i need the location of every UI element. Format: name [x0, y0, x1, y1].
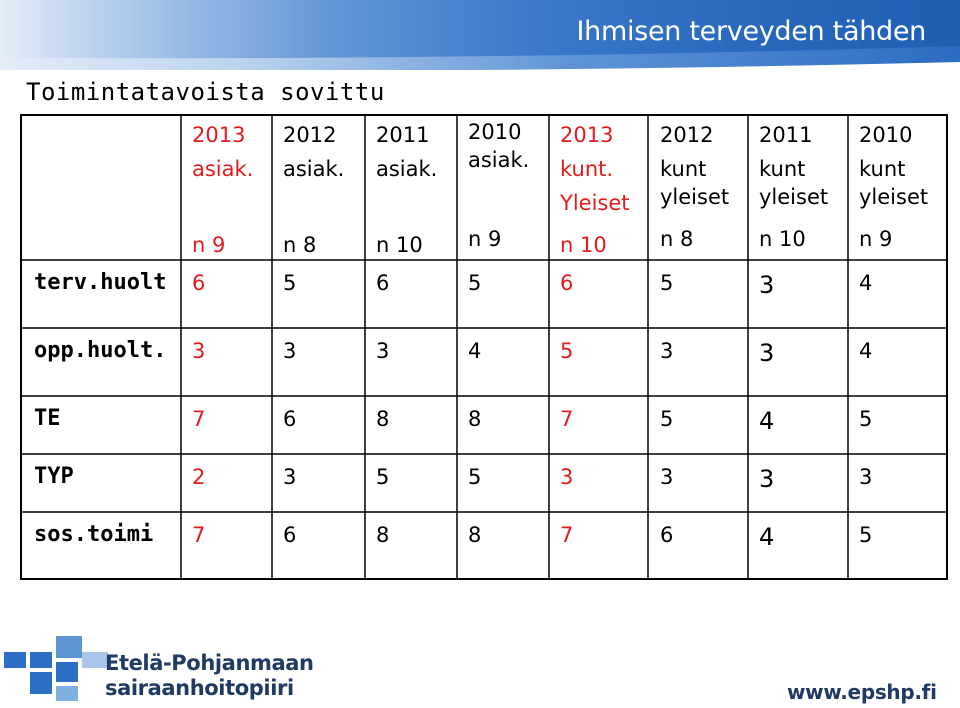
cell-opp-huolt-2012-kunt: 3	[660, 339, 674, 363]
cell-typ-2012-asiak: 3	[283, 465, 297, 489]
cell-typ-2013-kunt: 3	[560, 465, 574, 489]
cell-terv-huolt-2010-asiak: 5	[468, 271, 482, 295]
cell-typ-2010-asiak: 5	[468, 465, 482, 489]
header-2012-kunt: 2012 kunt yleiset n 8	[660, 123, 730, 251]
cell-opp-huolt-2012-asiak: 3	[283, 339, 297, 363]
cell-sos-toimi-2011-kunt: 4	[759, 523, 775, 551]
header-2013-asiak: 2013 asiak. n 9	[192, 123, 254, 257]
cell-opp-huolt-2013-asiak: 3	[192, 339, 206, 363]
cell-sos-toimi-2012-kunt: 6	[660, 523, 674, 547]
banner-slogan: Ihmisen terveyden tähden	[576, 16, 927, 47]
header-2012-asiak: 2012 asiak. n 8	[283, 123, 345, 257]
cell-te-2010-kunt: 5	[859, 407, 873, 431]
cell-terv-huolt-2011-kunt: 3	[759, 271, 775, 299]
row-label-te: TE	[34, 406, 61, 431]
cell-typ-2011-asiak: 5	[376, 465, 390, 489]
cell-typ-2011-kunt: 3	[759, 465, 775, 493]
header-2013-kunt: 2013 kunt. Yleiset n 10	[560, 123, 630, 257]
header-2010-kunt: 2010 kunt yleiset n 9	[859, 123, 929, 251]
cell-te-2013-asiak: 7	[192, 407, 206, 431]
cell-terv-huolt-2012-kunt: 5	[660, 271, 674, 295]
cell-terv-huolt-2013-asiak: 6	[192, 271, 206, 295]
cell-te-2012-asiak: 6	[283, 407, 297, 431]
row-label-terv-huolt: terv.huolt	[34, 270, 167, 295]
top-banner: Ihmisen terveyden tähden	[0, 0, 960, 71]
cell-opp-huolt-2011-asiak: 3	[376, 339, 390, 363]
cell-te-2010-asiak: 8	[468, 407, 482, 431]
cell-te-2011-asiak: 8	[376, 407, 390, 431]
cell-sos-toimi-2013-kunt: 7	[560, 523, 574, 547]
cell-opp-huolt-2013-kunt: 5	[560, 339, 574, 363]
cell-sos-toimi-2012-asiak: 6	[283, 523, 297, 547]
row-label-sos-toimi: sos.toimi	[34, 522, 154, 547]
header-2011-kunt: 2011 kunt yleiset n 10	[759, 123, 829, 251]
cell-te-2012-kunt: 5	[660, 407, 674, 431]
results-table: 2013 asiak. n 9 2012 asiak. n 8 2011 asiak.…	[20, 114, 948, 580]
cell-terv-huolt-2011-asiak: 6	[376, 271, 390, 295]
cell-terv-huolt-2010-kunt: 4	[859, 271, 873, 295]
cell-opp-huolt-2011-kunt: 3	[759, 339, 775, 367]
row-label-typ: TYP	[34, 464, 74, 489]
cell-te-2013-kunt: 7	[560, 407, 574, 431]
cell-te-2011-kunt: 4	[759, 407, 775, 435]
cell-sos-toimi-2010-kunt: 5	[859, 523, 873, 547]
header-2010-asiak: 2010 asiak. n 9	[468, 120, 530, 251]
cell-terv-huolt-2012-asiak: 5	[283, 271, 297, 295]
cell-sos-toimi-2011-asiak: 8	[376, 523, 390, 547]
slide-title: Toimintatavoista sovittu	[26, 78, 385, 106]
cell-typ-2012-kunt: 3	[660, 465, 674, 489]
cell-opp-huolt-2010-kunt: 4	[859, 339, 873, 363]
cell-typ-2013-asiak: 2	[192, 465, 206, 489]
cell-terv-huolt-2013-kunt: 6	[560, 271, 574, 295]
cell-sos-toimi-2010-asiak: 8	[468, 523, 482, 547]
cross-logo-icon	[0, 628, 110, 703]
header-2011-asiak: 2011 asiak. n 10	[376, 123, 438, 257]
website-link[interactable]: www.epshp.fi	[787, 680, 937, 704]
row-label-opp-huolt: opp.huolt.	[34, 338, 167, 363]
cell-sos-toimi-2013-asiak: 7	[192, 523, 206, 547]
cell-opp-huolt-2010-asiak: 4	[468, 339, 482, 363]
cell-typ-2010-kunt: 3	[859, 465, 873, 489]
org-name: Etelä-Pohjanmaan sairaanhoitopiiri	[105, 651, 314, 700]
